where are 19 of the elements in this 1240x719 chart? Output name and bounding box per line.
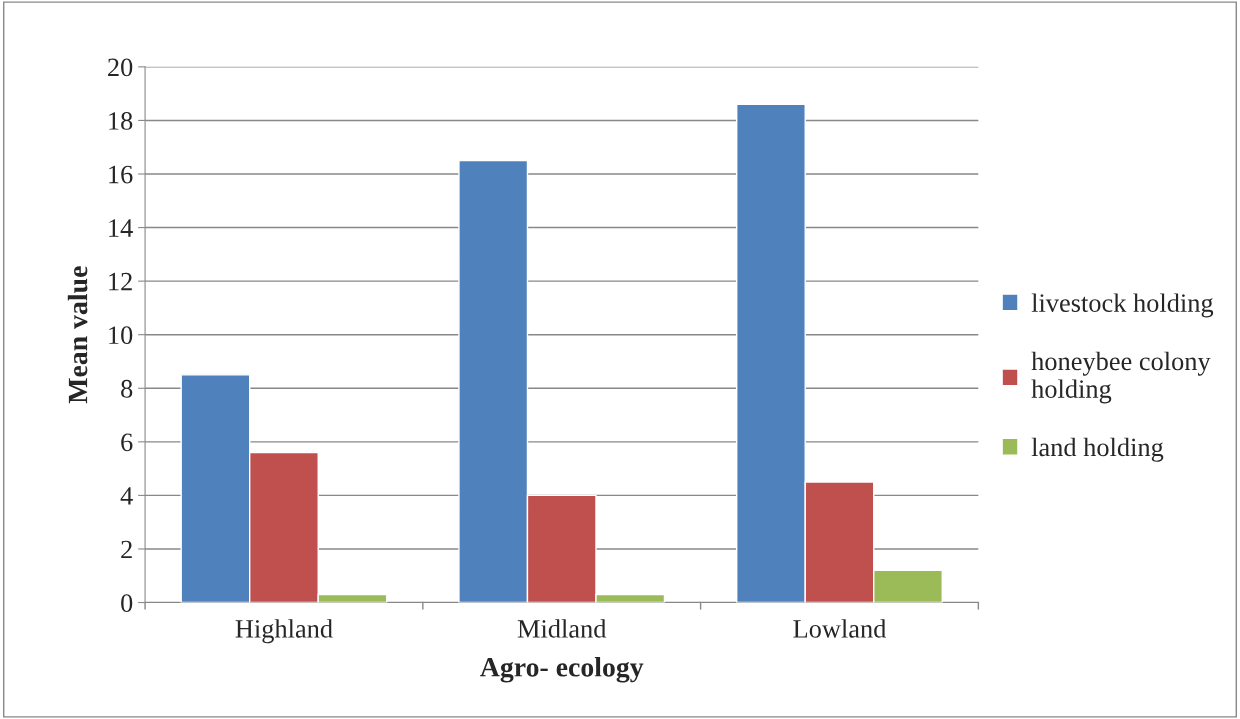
y-tick-label: 4	[120, 487, 133, 505]
x-tick-label: Highland	[235, 619, 333, 644]
legend-label: land holding	[1031, 437, 1164, 462]
x-tick-label: Lowland	[793, 619, 887, 638]
y-axis-title: Mean value	[67, 266, 88, 404]
y-tick-label: 14	[109, 219, 133, 237]
y-tick-label: 10	[109, 326, 133, 345]
legend-label: honeybee colony holding	[1031, 351, 1211, 404]
y-tick-label: 6	[121, 433, 133, 452]
y-tick-label: 20	[108, 58, 133, 77]
x-axis-title: Agro- ecology	[480, 657, 644, 683]
y-tick-label: 2	[121, 540, 132, 559]
y-tick-label: 12	[109, 272, 132, 291]
x-tick-label: Midland	[517, 619, 607, 638]
y-tick-label: 0	[121, 594, 133, 612]
y-tick-label: 8	[121, 379, 133, 398]
y-tick-label: 16	[109, 165, 133, 184]
legend-label: livestock holding	[1031, 293, 1214, 318]
y-tick-label: 18	[109, 112, 133, 130]
